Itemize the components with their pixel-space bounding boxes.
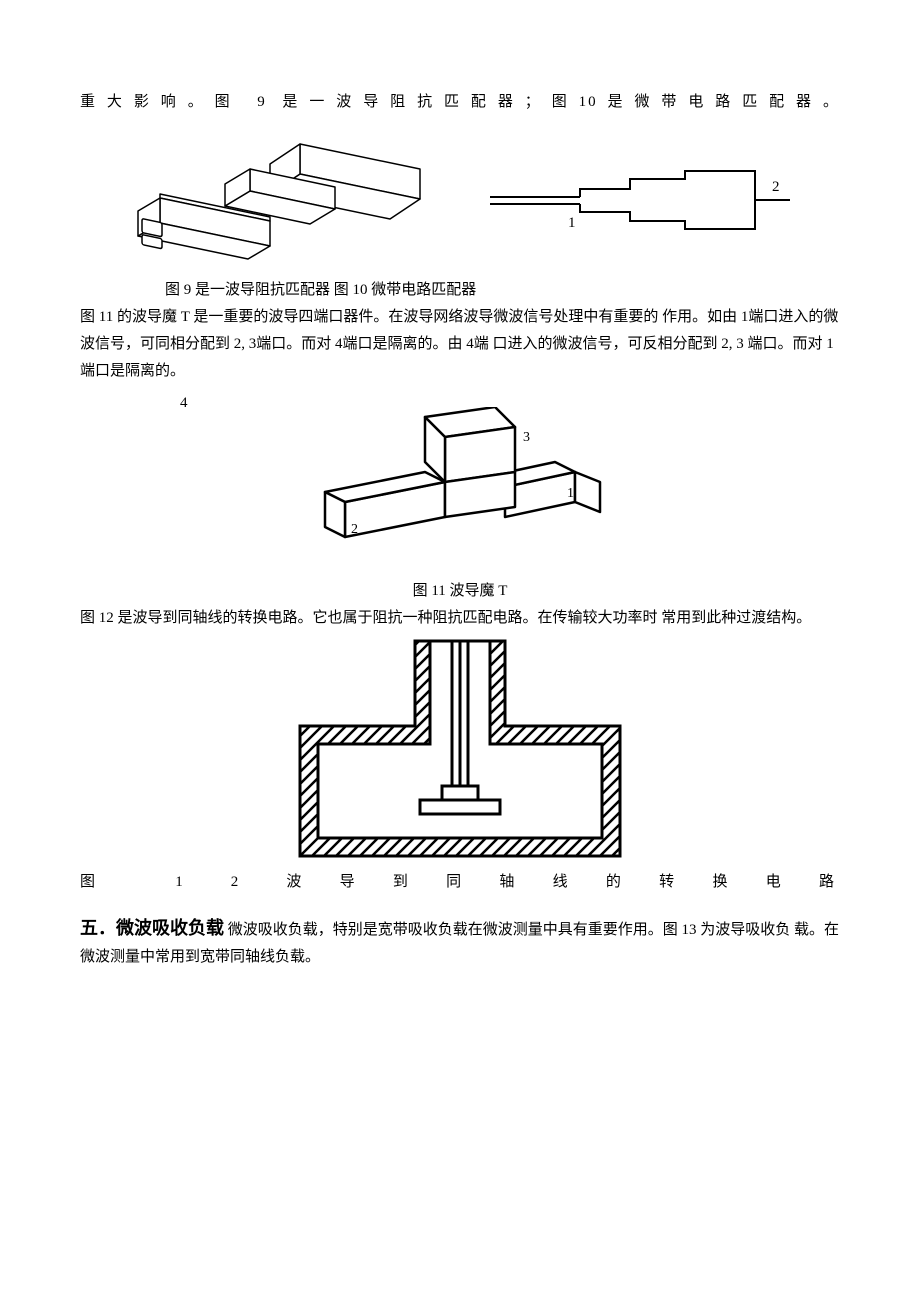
fig12-caption: 图 1 2 波导到同轴线的转换电路	[80, 870, 840, 894]
intro-line: 重大影响。图 9 是一波导阻抗匹配器；图10是微带电路匹配器。	[80, 90, 840, 114]
fig11-caption: 图 11 波导魔 T	[80, 579, 840, 603]
page: 重大影响。图 9 是一波导阻抗匹配器；图10是微带电路匹配器。	[0, 0, 920, 1300]
figure-11-block: 4 1	[80, 389, 840, 579]
figure-10-svg: 1 2	[490, 149, 790, 249]
fig11-label-1: 1	[567, 486, 574, 501]
fig11-label-3: 3	[523, 430, 530, 445]
figure-12-block	[80, 636, 840, 866]
figure-9-10-row: 1 2	[80, 124, 840, 274]
fig11-label-2: 2	[351, 522, 358, 537]
fig10-label-1: 1	[568, 215, 576, 231]
para-fig12: 图 12 是波导到同轴线的转换电路。它也属于阻抗一种阻抗匹配电路。在传输较大功率…	[80, 605, 840, 632]
section5-heading: 五．微波吸收负载	[80, 918, 224, 938]
para-fig11: 图 11 的波导魔 T 是一重要的波导四端口器件。在波导网络波导微波信号处理中有…	[80, 304, 840, 385]
fig10-label-2: 2	[772, 179, 780, 195]
figure-9-svg	[130, 124, 430, 274]
figure-11-svg: 1 2 3	[305, 407, 615, 567]
fig9-10-caption: 图 9 是一波导阻抗匹配器 图 10 微带电路匹配器	[165, 278, 840, 302]
fig11-port4-label: 4	[180, 395, 188, 412]
section5: 五．微波吸收负载 微波吸收负载，特别是宽带吸收负载在微波测量中具有重要作用。图 …	[80, 912, 840, 971]
figure-12-svg	[280, 636, 640, 866]
